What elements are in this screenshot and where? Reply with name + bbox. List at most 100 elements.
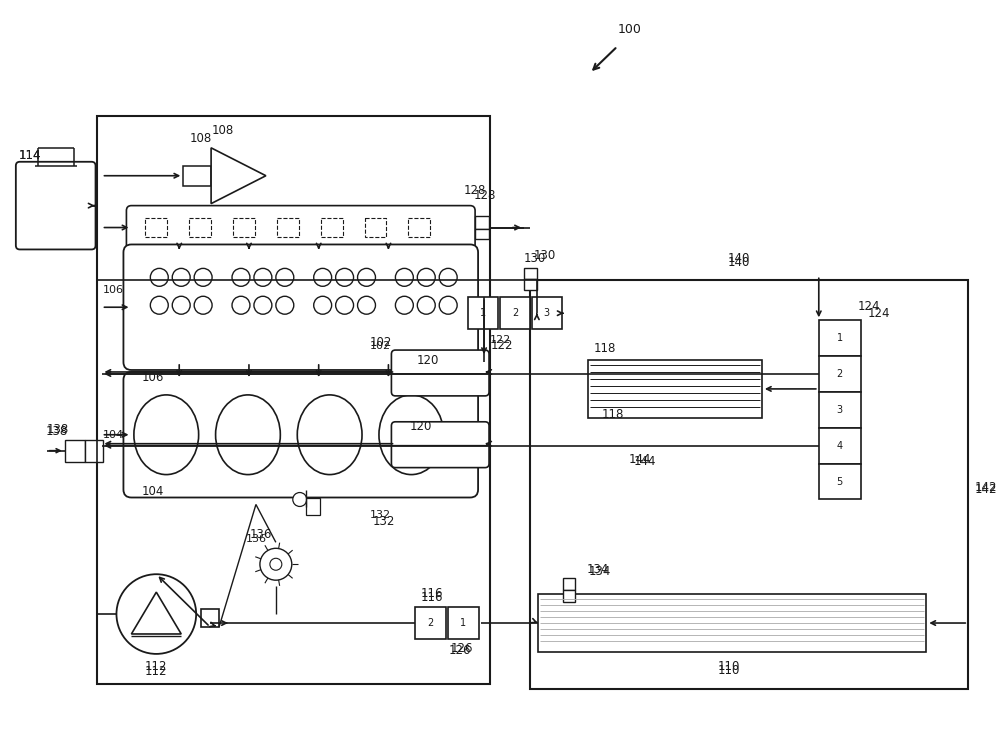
Text: 4: 4 bbox=[837, 441, 843, 451]
Ellipse shape bbox=[297, 395, 362, 474]
FancyBboxPatch shape bbox=[524, 268, 537, 279]
Text: 132: 132 bbox=[372, 515, 395, 528]
Text: 104: 104 bbox=[142, 485, 165, 498]
FancyBboxPatch shape bbox=[65, 440, 85, 462]
Text: 144: 144 bbox=[633, 455, 656, 468]
FancyBboxPatch shape bbox=[85, 440, 103, 462]
Circle shape bbox=[232, 268, 250, 287]
FancyBboxPatch shape bbox=[183, 166, 211, 185]
Polygon shape bbox=[211, 148, 266, 204]
Circle shape bbox=[194, 296, 212, 314]
Circle shape bbox=[150, 268, 168, 287]
Text: 138: 138 bbox=[46, 425, 68, 438]
Ellipse shape bbox=[134, 395, 199, 474]
Text: 110: 110 bbox=[718, 660, 740, 674]
FancyBboxPatch shape bbox=[233, 218, 255, 237]
Text: 142: 142 bbox=[975, 483, 997, 496]
Text: 106: 106 bbox=[142, 372, 165, 384]
FancyBboxPatch shape bbox=[588, 360, 762, 418]
Text: 102: 102 bbox=[370, 341, 391, 351]
FancyBboxPatch shape bbox=[97, 116, 490, 684]
Text: 3: 3 bbox=[837, 405, 843, 415]
Circle shape bbox=[439, 296, 457, 314]
Text: 124: 124 bbox=[867, 306, 890, 320]
Text: 3: 3 bbox=[544, 308, 550, 318]
Text: 112: 112 bbox=[145, 660, 168, 674]
FancyBboxPatch shape bbox=[563, 578, 575, 590]
Text: 140: 140 bbox=[728, 252, 750, 265]
FancyBboxPatch shape bbox=[819, 320, 861, 356]
Text: 126: 126 bbox=[451, 642, 473, 655]
FancyBboxPatch shape bbox=[475, 216, 489, 229]
Ellipse shape bbox=[379, 395, 444, 474]
Text: 144: 144 bbox=[628, 453, 651, 466]
Text: 132: 132 bbox=[370, 510, 391, 520]
Text: 134: 134 bbox=[586, 563, 609, 575]
Circle shape bbox=[254, 268, 272, 287]
Text: 110: 110 bbox=[718, 664, 740, 677]
Text: 2: 2 bbox=[512, 308, 518, 318]
Text: 116: 116 bbox=[421, 591, 444, 603]
Text: 140: 140 bbox=[728, 256, 750, 269]
FancyBboxPatch shape bbox=[524, 279, 537, 290]
Text: 142: 142 bbox=[975, 481, 997, 494]
Circle shape bbox=[358, 268, 375, 287]
FancyBboxPatch shape bbox=[145, 218, 167, 237]
FancyBboxPatch shape bbox=[448, 607, 479, 639]
Circle shape bbox=[172, 268, 190, 287]
Text: 2: 2 bbox=[427, 618, 433, 628]
FancyBboxPatch shape bbox=[306, 498, 320, 515]
Circle shape bbox=[336, 296, 354, 314]
FancyBboxPatch shape bbox=[819, 356, 861, 392]
Circle shape bbox=[116, 574, 196, 654]
Text: 118: 118 bbox=[593, 342, 616, 355]
Circle shape bbox=[293, 493, 307, 507]
Text: 102: 102 bbox=[369, 336, 392, 349]
Text: 112: 112 bbox=[145, 666, 168, 678]
FancyBboxPatch shape bbox=[126, 206, 475, 249]
FancyBboxPatch shape bbox=[189, 218, 211, 237]
FancyBboxPatch shape bbox=[475, 229, 489, 240]
FancyBboxPatch shape bbox=[277, 218, 299, 237]
Circle shape bbox=[395, 268, 413, 287]
Circle shape bbox=[194, 268, 212, 287]
Text: 130: 130 bbox=[524, 252, 546, 265]
FancyBboxPatch shape bbox=[408, 218, 430, 237]
Text: 130: 130 bbox=[534, 249, 556, 262]
Circle shape bbox=[314, 296, 332, 314]
Circle shape bbox=[358, 296, 375, 314]
Circle shape bbox=[417, 296, 435, 314]
Circle shape bbox=[336, 268, 354, 287]
Text: 1: 1 bbox=[480, 308, 486, 318]
Text: 1: 1 bbox=[837, 333, 843, 343]
Circle shape bbox=[439, 268, 457, 287]
Text: 124: 124 bbox=[857, 300, 880, 313]
FancyBboxPatch shape bbox=[468, 298, 498, 329]
FancyBboxPatch shape bbox=[16, 162, 96, 249]
Text: 114: 114 bbox=[19, 150, 41, 162]
Text: 134: 134 bbox=[588, 564, 611, 578]
FancyBboxPatch shape bbox=[415, 607, 446, 639]
Circle shape bbox=[270, 559, 282, 570]
Text: 120: 120 bbox=[417, 353, 439, 366]
Text: 114: 114 bbox=[19, 150, 41, 162]
Circle shape bbox=[260, 548, 292, 581]
Text: 1: 1 bbox=[460, 618, 466, 628]
Text: 126: 126 bbox=[449, 644, 471, 658]
FancyBboxPatch shape bbox=[500, 298, 530, 329]
FancyBboxPatch shape bbox=[819, 464, 861, 499]
Polygon shape bbox=[131, 592, 181, 634]
Text: 128: 128 bbox=[464, 184, 486, 197]
Circle shape bbox=[417, 268, 435, 287]
Text: 118: 118 bbox=[601, 408, 624, 421]
Text: 120: 120 bbox=[410, 420, 432, 433]
Circle shape bbox=[150, 296, 168, 314]
Text: 128: 128 bbox=[474, 189, 496, 202]
Circle shape bbox=[172, 296, 190, 314]
Text: 2: 2 bbox=[837, 369, 843, 379]
Circle shape bbox=[395, 296, 413, 314]
Text: 106: 106 bbox=[103, 285, 124, 295]
Text: 122: 122 bbox=[489, 335, 511, 345]
Ellipse shape bbox=[216, 395, 280, 474]
Text: 122: 122 bbox=[491, 339, 513, 352]
